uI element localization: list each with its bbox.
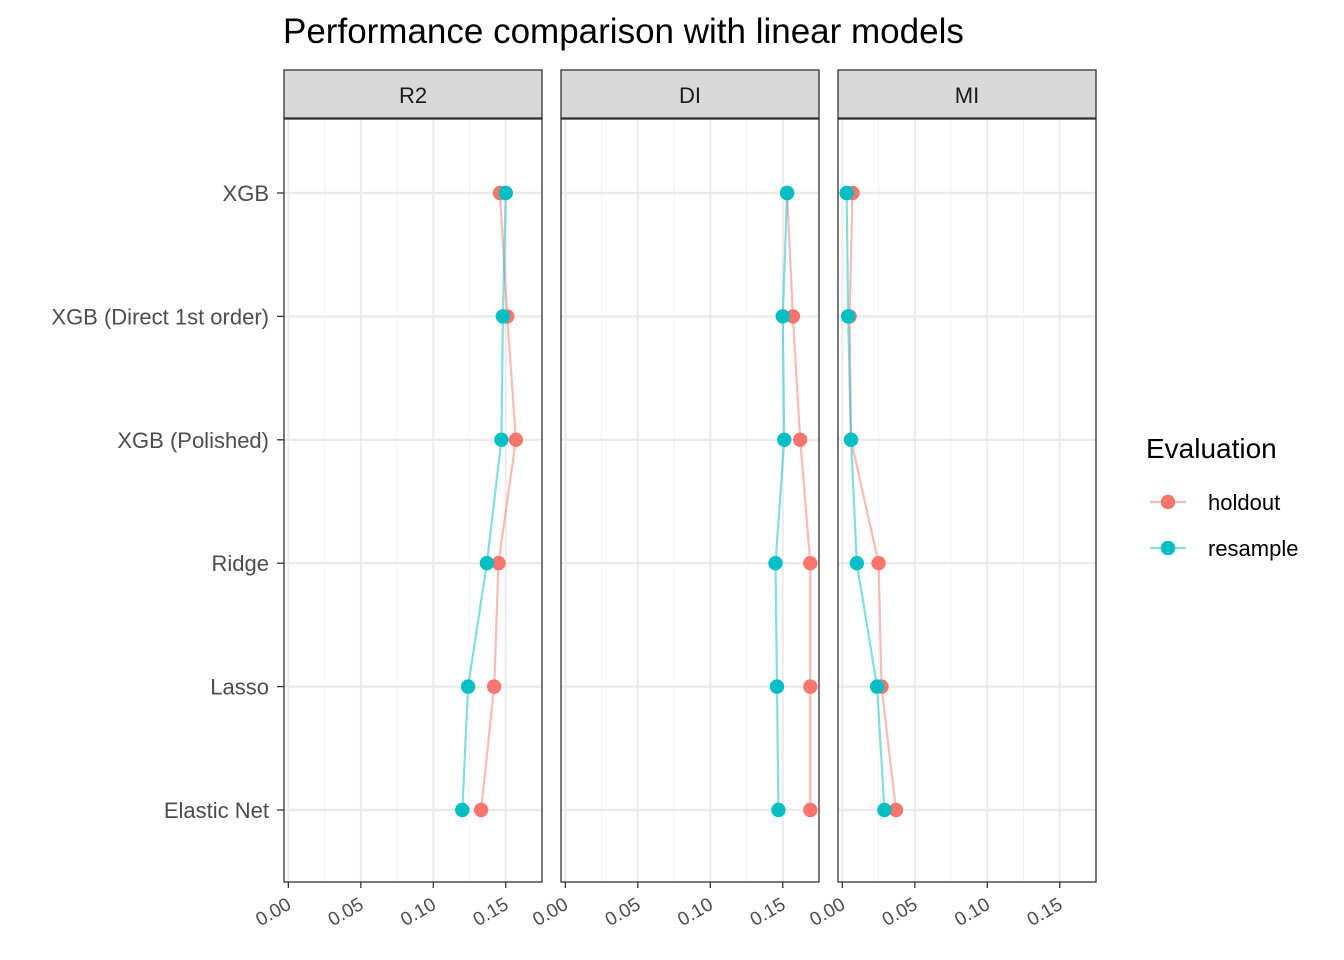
point-holdout-xgb-polished: [792, 432, 808, 447]
x-tick-label: 0.15: [747, 894, 790, 931]
point-holdout-ridge: [491, 556, 506, 571]
series-line-resample: [461, 192, 507, 811]
panel-background: [561, 119, 819, 882]
point-holdout-lasso: [803, 679, 818, 694]
point-resample-elastic-net: [771, 802, 786, 818]
series-line-holdout: [848, 192, 898, 811]
point-holdout-elastic-net: [888, 802, 904, 818]
x-tick-label: 0.15: [470, 894, 513, 931]
strip-background: [837, 69, 1097, 119]
strip-background: [283, 69, 543, 119]
strip-label: MI: [955, 83, 979, 108]
panel-border: [283, 118, 543, 883]
point-resample-ridge: [849, 556, 865, 571]
point-resample-xgb-polished: [777, 432, 792, 447]
series-line-holdout: [480, 192, 518, 811]
point-holdout-xgb-polished: [508, 432, 524, 447]
x-tick-label: 0.10: [674, 894, 717, 931]
point-holdout-xgb-direct-1st-order: [785, 309, 801, 324]
strip-label: DI: [679, 83, 701, 108]
y-axis: XGB XGB (Direct 1st order) XGB (Polished) R…: [51, 181, 284, 823]
panel-r2: R2 0.00 0.05 0.10 0.15: [252, 69, 543, 931]
strip-background: [560, 69, 820, 119]
panels: R2 0.00 0.05 0.10 0.15 DI 0.00 0.05 0.10 0.15 MI 0.…: [252, 69, 1097, 931]
chart-title: Performance comparison with linear model…: [283, 12, 964, 51]
series-line-resample: [845, 192, 886, 811]
legend-label-holdout: holdout: [1208, 490, 1280, 515]
x-tick-label: 0.00: [529, 894, 572, 931]
point-holdout-elastic-net: [473, 802, 489, 818]
series-line-holdout: [786, 192, 812, 810]
point-resample-elastic-net: [455, 802, 470, 818]
y-tick-label-lasso: Lasso: [210, 675, 269, 700]
panel-di: DI 0.00 0.05 0.10 0.15: [529, 69, 820, 931]
point-resample-elastic-net: [877, 802, 892, 818]
x-tick-label: 0.05: [325, 894, 368, 931]
point-resample-xgb-polished: [843, 432, 859, 447]
point-resample-xgb-direct-1st-order: [495, 309, 511, 324]
point-holdout-ridge: [803, 556, 818, 571]
y-tick-label-xgb-polished: XGB (Polished): [117, 428, 269, 453]
series-line-resample: [774, 192, 789, 811]
point-holdout-ridge: [871, 556, 886, 571]
x-tick-label: 0.10: [951, 894, 994, 931]
point-resample-xgb-polished: [494, 432, 509, 447]
y-tick-label-xgb-direct-1st-order: XGB (Direct 1st order): [51, 304, 269, 329]
point-resample-xgb: [839, 185, 854, 201]
point-resample-xgb-direct-1st-order: [840, 309, 856, 324]
panel-background: [284, 119, 542, 882]
x-tick-label: 0.00: [806, 894, 849, 931]
x-tick-label: 0.00: [252, 894, 295, 931]
point-resample-xgb: [779, 185, 795, 201]
y-tick-label-ridge: Ridge: [212, 551, 269, 576]
y-tick-label-xgb: XGB: [223, 181, 269, 206]
point-resample-xgb-direct-1st-order: [775, 309, 790, 324]
point-holdout-elastic-net: [803, 802, 818, 818]
panel-mi: MI 0.00 0.05 0.10 0.15: [806, 69, 1097, 931]
point-resample-lasso: [460, 679, 476, 694]
panel-background: [838, 119, 1096, 882]
legend: Evaluation holdout resample: [1146, 433, 1298, 561]
point-resample-ridge: [768, 556, 783, 571]
legend-label-resample: resample: [1208, 536, 1298, 561]
point-holdout-lasso: [486, 679, 502, 694]
x-tick-label: 0.05: [879, 894, 922, 931]
x-tick-label: 0.15: [1024, 894, 1067, 931]
y-tick-label-elastic-net: Elastic Net: [164, 798, 269, 823]
point-resample-lasso: [869, 679, 885, 694]
legend-key-point-holdout: [1160, 494, 1176, 510]
strip-label: R2: [399, 83, 427, 108]
point-resample-lasso: [769, 679, 785, 694]
point-resample-xgb: [498, 185, 513, 201]
panel-border: [837, 118, 1097, 883]
x-tick-label: 0.10: [397, 894, 440, 931]
panel-border: [560, 118, 820, 883]
point-resample-ridge: [479, 556, 495, 571]
legend-title: Evaluation: [1146, 433, 1277, 464]
x-tick-label: 0.05: [602, 894, 645, 931]
legend-key-point-resample: [1160, 540, 1176, 556]
